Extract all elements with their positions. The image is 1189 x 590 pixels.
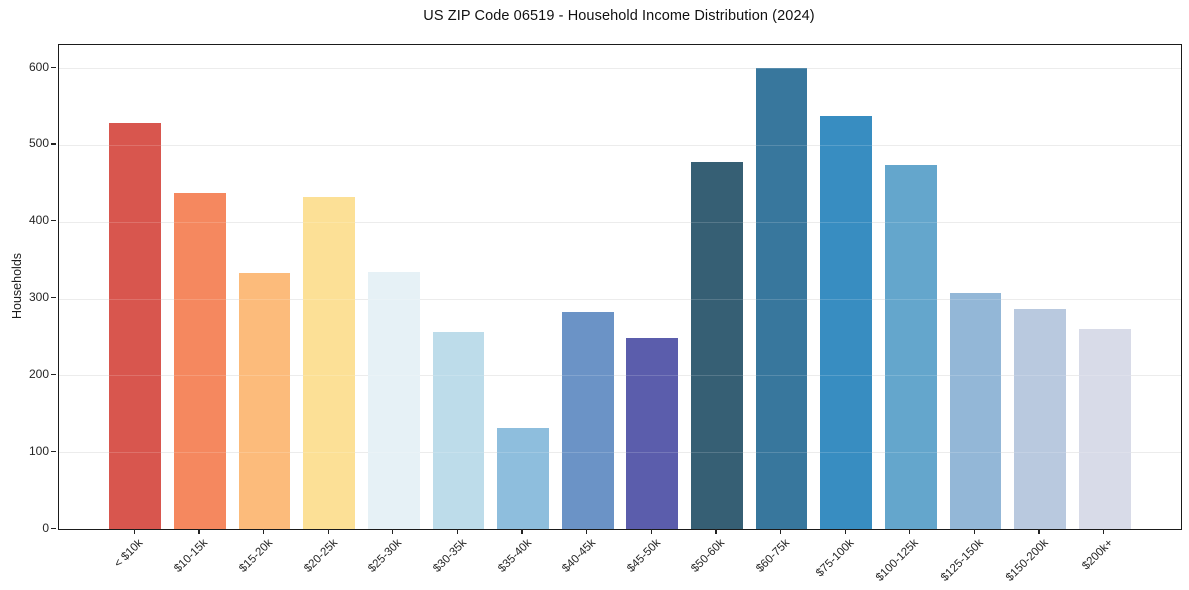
bar [1014, 308, 1066, 529]
bar [432, 331, 485, 529]
y-tick-label: 400 [28, 213, 49, 228]
gridline [59, 298, 1181, 300]
bar [626, 338, 679, 529]
x-tick-mark [392, 529, 394, 535]
gridline-overlay [59, 221, 1181, 223]
bar [820, 115, 873, 529]
x-tick-label: $15-20k [237, 537, 276, 575]
gridline-overlay [59, 375, 1181, 377]
gridline [59, 221, 1181, 223]
x-tick-mark [779, 529, 782, 535]
y-tick-label: 600 [28, 59, 49, 74]
gridline [59, 452, 1181, 454]
x-tick-label: $125-150k [938, 537, 986, 584]
gridline [59, 68, 1181, 70]
y-tick-mark [51, 527, 56, 529]
x-tick-mark [1103, 529, 1105, 535]
x-tick-label: $50-60k [689, 537, 728, 575]
plot-area [58, 44, 1182, 530]
x-tick-mark [521, 529, 523, 535]
x-tick-mark [973, 529, 976, 535]
x-tick-mark [133, 529, 135, 535]
gridline-overlay [59, 144, 1181, 146]
y-tick-label: 500 [28, 136, 49, 151]
chart-title: US ZIP Code 06519 - Household Income Dis… [423, 8, 815, 24]
x-tick-label: $200k+ [1079, 537, 1116, 573]
bar [691, 161, 743, 529]
x-tick-label: $10-15k [172, 537, 211, 575]
bar [109, 123, 162, 529]
x-tick-mark [327, 529, 329, 535]
x-tick-mark [1038, 529, 1040, 535]
x-tick-label: $25-30k [366, 537, 405, 575]
bar [949, 293, 1002, 529]
y-tick-mark [51, 297, 56, 299]
gridline [59, 375, 1181, 377]
bar [884, 164, 937, 529]
x-tick-label: $35-40k [495, 537, 534, 575]
bar [497, 427, 549, 529]
gridline-overlay [59, 68, 1181, 70]
x-tick-label: $20-25k [301, 537, 340, 575]
bar [1078, 328, 1131, 529]
x-tick-label: < $10k [112, 537, 146, 571]
bar [755, 68, 808, 529]
y-tick-mark [51, 220, 56, 222]
y-tick-label: 200 [28, 366, 49, 381]
x-tick-label: $40-45k [560, 537, 599, 575]
bar [174, 193, 226, 529]
x-tick-mark [650, 529, 652, 535]
bar [303, 197, 356, 529]
y-tick-mark [51, 373, 56, 376]
x-tick-label: $150-200k [1003, 537, 1051, 584]
y-tick-mark [51, 66, 56, 68]
bar [367, 272, 420, 529]
gridline-overlay [59, 452, 1181, 454]
bar [561, 311, 614, 529]
x-tick-label: $60-75k [754, 537, 793, 575]
y-tick-label: 0 [42, 520, 49, 535]
y-tick-mark [51, 143, 56, 145]
x-tick-mark [586, 529, 588, 535]
x-tick-mark [456, 529, 459, 535]
x-tick-label: $75-100k [814, 537, 857, 580]
gridline-overlay [59, 298, 1181, 300]
bar [238, 273, 291, 529]
x-tick-label: $30-35k [431, 537, 469, 575]
gridline [59, 144, 1181, 146]
x-tick-mark [844, 529, 846, 535]
x-tick-mark [715, 529, 717, 535]
y-axis-label: Households [10, 252, 24, 319]
x-tick-mark [909, 529, 911, 535]
x-tick-label: $45-50k [624, 537, 663, 575]
x-tick-mark [198, 529, 200, 535]
x-tick-label: $100-125k [874, 537, 922, 584]
y-tick-label: 300 [28, 290, 49, 305]
y-tick-label: 100 [28, 443, 49, 458]
y-tick-mark [51, 450, 56, 452]
x-tick-mark [262, 529, 265, 535]
